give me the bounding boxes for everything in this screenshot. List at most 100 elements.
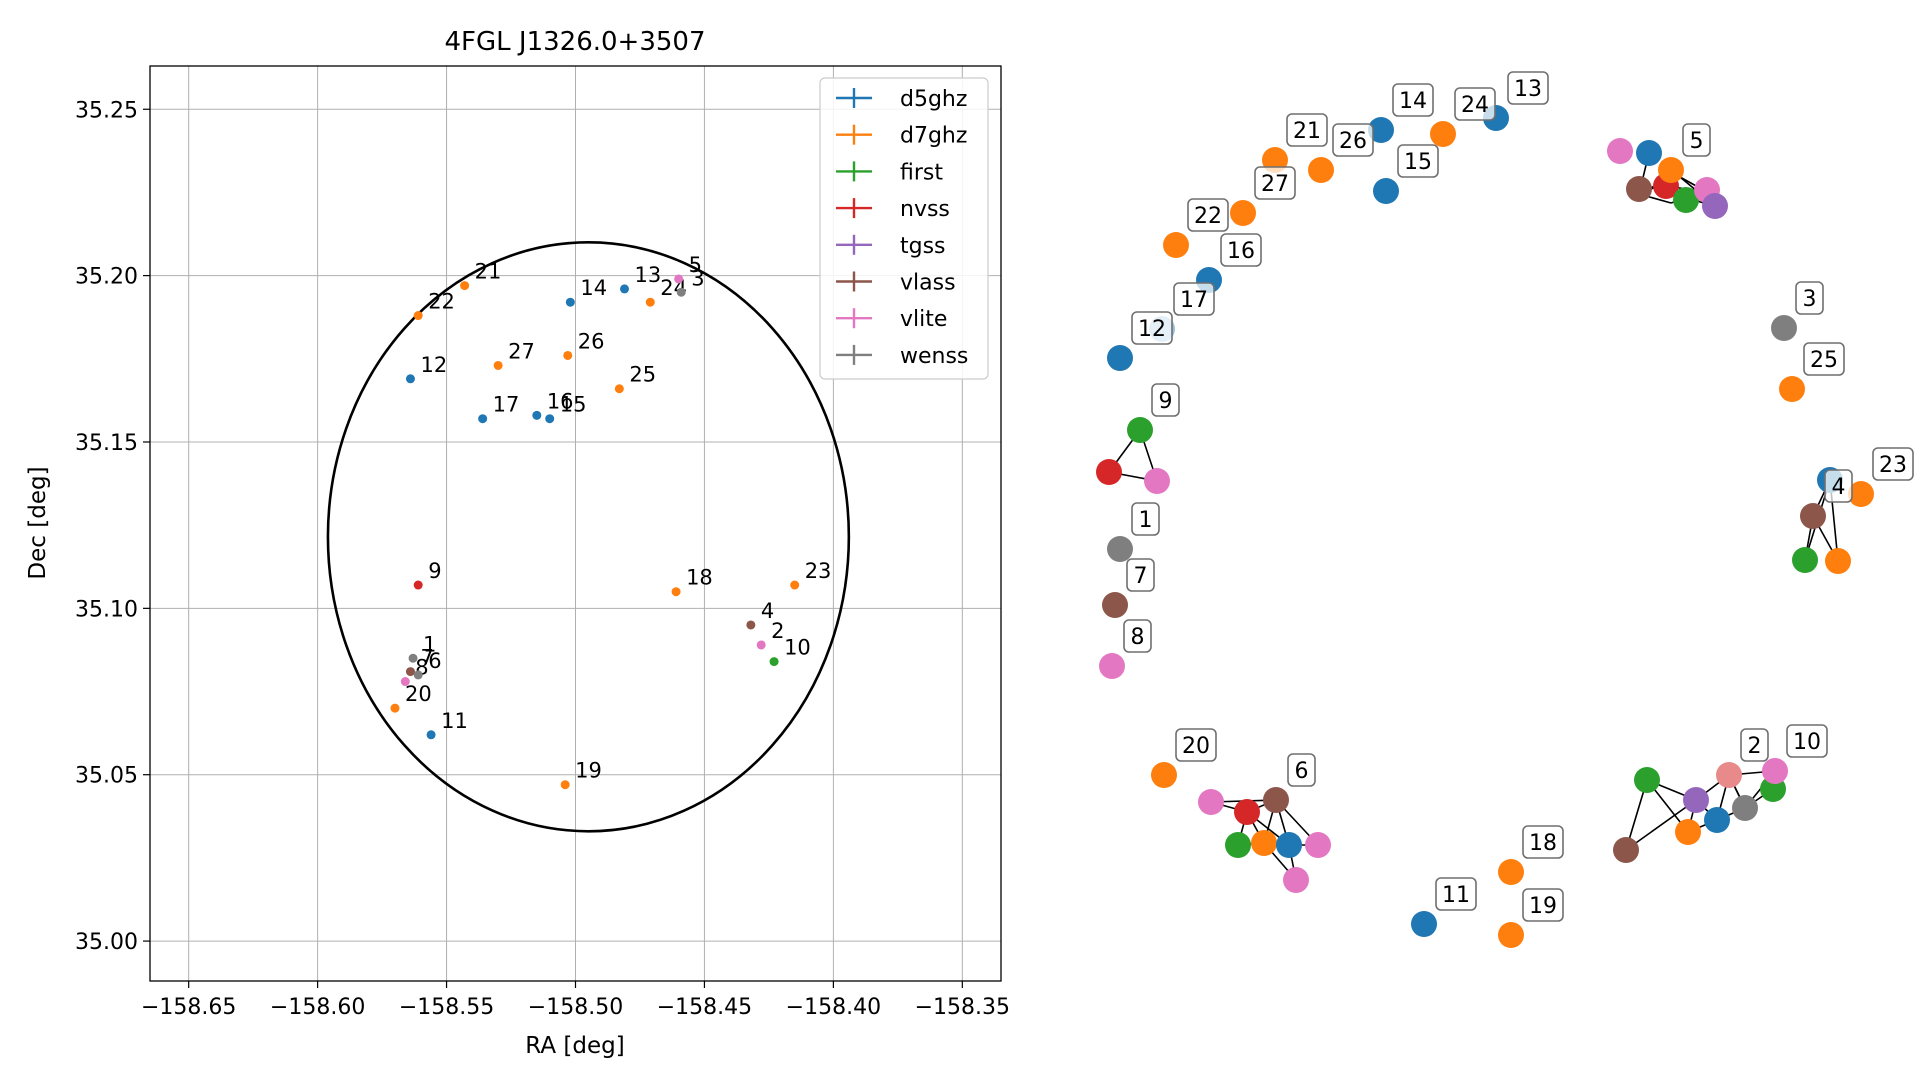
network-node-label-box [1795, 281, 1824, 315]
network-node [1634, 767, 1660, 793]
source-point-d7ghz [614, 384, 624, 394]
network-node-14 [1368, 117, 1394, 143]
network-node-label-box [1803, 342, 1845, 376]
network-node-label-box [1392, 83, 1434, 117]
source-point-vlite [674, 274, 684, 284]
network-node-26 [1308, 157, 1334, 183]
network-node-11 [1411, 911, 1437, 937]
network-node-label-box [1187, 198, 1229, 232]
network-node-label: 17 [1180, 288, 1208, 313]
network-node-24 [1430, 121, 1456, 147]
source-point-label: 17 [493, 393, 520, 417]
x-tick-label: −158.65 [141, 995, 236, 1020]
source-point-label: 1 [423, 632, 436, 656]
source-point-label: 15 [560, 393, 587, 417]
network-node-label-box [1332, 123, 1374, 157]
network-node-label-box [1740, 728, 1769, 762]
network-node-label: 16 [1227, 239, 1255, 264]
network-node-label-box [1173, 282, 1215, 316]
source-point-label: 22 [428, 290, 455, 314]
network-node-label-box [1786, 724, 1828, 758]
legend-label-nvss: nvss [900, 197, 950, 222]
network-node-label: 1 [1139, 508, 1153, 533]
legend-label-vlass: vlass [900, 271, 956, 296]
network-node-label-box [1824, 469, 1853, 503]
network-node-9 [1127, 417, 1153, 443]
source-point-wenss [413, 670, 423, 680]
source-point-d5ghz [532, 410, 542, 420]
source-point-d7ghz [790, 580, 800, 590]
network-node-label: 12 [1138, 317, 1166, 342]
network-node-23 [1848, 481, 1874, 507]
network-node-label: 22 [1194, 204, 1222, 229]
network-node-label: 8 [1131, 625, 1145, 650]
network-node-label: 25 [1810, 348, 1838, 373]
network-node-label-box [1522, 888, 1564, 922]
network-node-label-box [1123, 619, 1152, 653]
network-node-label: 26 [1339, 129, 1367, 154]
network-node-12 [1107, 345, 1133, 371]
network-node-label: 23 [1879, 453, 1907, 478]
network-node-18 [1498, 859, 1524, 885]
legend: d5ghz d7ghz first nvss tgss vlass vlite wenss [819, 77, 989, 380]
network-node-label-box [1287, 753, 1316, 787]
network-node-label-box [1435, 877, 1477, 911]
network-node-label-box [1151, 383, 1180, 417]
legend-label-d7ghz: d7ghz [900, 124, 967, 149]
network-node-15 [1373, 178, 1399, 204]
network-node [1792, 547, 1818, 573]
x-tick-label: −158.60 [270, 995, 365, 1020]
localization-ellipse-path [326, 241, 851, 833]
network-node-8 [1099, 653, 1125, 679]
legend-label-first: first [900, 160, 943, 185]
network-node-27 [1230, 200, 1256, 226]
network-node-25 [1779, 376, 1805, 402]
network-node [1636, 140, 1662, 166]
network-node-22 [1163, 232, 1189, 258]
source-point-vlite [400, 677, 410, 687]
legend-label-vlite: vlite [900, 307, 947, 332]
network-node [1704, 807, 1730, 833]
network-node-label-box [1126, 558, 1155, 592]
source-point-label: 4 [761, 599, 774, 623]
network-node [1825, 548, 1851, 574]
source-point-vlass [405, 667, 415, 677]
network-node-5 [1658, 157, 1684, 183]
y-tick-label: 35.05 [75, 764, 138, 789]
network-node [1305, 832, 1331, 858]
network-node-label: 15 [1404, 150, 1432, 175]
network-node [1683, 787, 1709, 813]
source-point-label: 11 [441, 709, 468, 733]
legend-box [819, 77, 989, 380]
source-point-label: 9 [428, 559, 441, 583]
network-node-label-box [1131, 311, 1173, 345]
source-point-label: 23 [805, 559, 832, 583]
source-point-label: 7 [420, 646, 433, 670]
network-node [1626, 176, 1652, 202]
network-node-label-box [1507, 71, 1549, 105]
source-point-wenss [676, 287, 686, 297]
x-axis-label: RA [deg] [525, 1033, 624, 1059]
network-node-label-box [1175, 728, 1217, 762]
legend-label-tgss: tgss [900, 234, 946, 259]
source-point-d7ghz [671, 587, 681, 597]
source-point-d5ghz [405, 374, 415, 384]
source-point-label: 13 [634, 263, 661, 287]
network-node-label: 13 [1514, 77, 1542, 102]
network-node-19 [1498, 922, 1524, 948]
network-node [1251, 830, 1277, 856]
network-node-label-box [1286, 113, 1328, 147]
y-tick-label: 35.00 [75, 930, 138, 955]
network-node-label-box [1131, 502, 1160, 536]
source-point-d5ghz [545, 414, 555, 424]
y-tick-label: 35.15 [75, 431, 138, 456]
x-tick-label: −158.45 [657, 995, 752, 1020]
source-point-d7ghz [390, 703, 400, 713]
network-node [1225, 832, 1251, 858]
source-point-label: 12 [420, 353, 447, 377]
y-tick-label: 35.10 [75, 597, 138, 622]
source-point-d7ghz [413, 311, 423, 321]
